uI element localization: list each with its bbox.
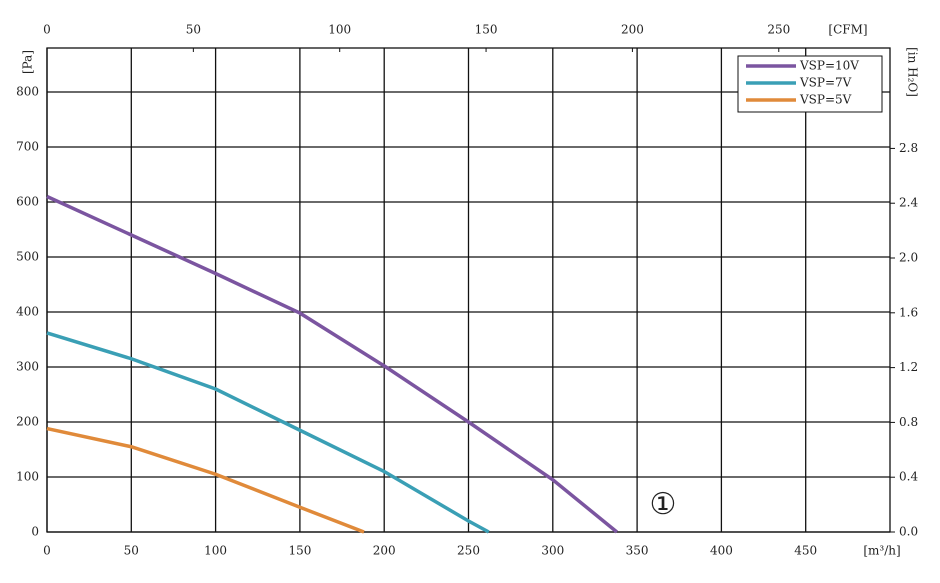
legend-label: VSP=7V — [799, 76, 852, 90]
x2-tick-label: 0 — [43, 23, 51, 37]
y2-tick-label: 0.8 — [899, 415, 918, 429]
y2-tick-label: 2.0 — [899, 251, 918, 265]
y-tick-label: 100 — [16, 470, 39, 484]
x-tick-label: 150 — [288, 544, 311, 558]
x-tick-label: 300 — [541, 544, 564, 558]
y-tick-label: 300 — [16, 360, 39, 374]
y-tick-label: 200 — [16, 415, 39, 429]
y2-tick-label: 1.2 — [899, 360, 918, 374]
y2-tick-label: 2.8 — [899, 141, 918, 155]
x2-tick-label: 50 — [186, 23, 201, 37]
x-tick-label: 250 — [457, 544, 480, 558]
x-tick-label: 450 — [794, 544, 817, 558]
y-tick-label: 0 — [31, 525, 39, 539]
y2-tick-label: 2.4 — [899, 196, 918, 210]
y-tick-label: 700 — [16, 140, 39, 154]
x2-tick-label: 100 — [328, 23, 351, 37]
x-tick-label: 100 — [204, 544, 227, 558]
x-tick-label: 400 — [710, 544, 733, 558]
y-tick-label: 500 — [16, 250, 39, 264]
x-axis-label: [m³/h] — [863, 544, 900, 558]
y-tick-label: 600 — [16, 195, 39, 209]
x-tick-label: 350 — [626, 544, 649, 558]
y2-tick-label: 0.4 — [899, 470, 918, 484]
y2-tick-label: 1.6 — [899, 305, 918, 319]
x2-tick-label: 250 — [767, 23, 790, 37]
y-axis-label: [Pa] — [21, 50, 35, 74]
series-line — [46, 194, 618, 534]
series-line — [46, 331, 490, 534]
legend-label: VSP=10V — [799, 59, 859, 73]
annotation: ① — [650, 487, 677, 522]
y2-tick-label: 0.0 — [899, 525, 918, 539]
x-tick-label: 0 — [43, 544, 51, 558]
x-tick-label: 200 — [373, 544, 396, 558]
x-tick-label: 50 — [124, 544, 139, 558]
series-line — [46, 426, 365, 534]
y-tick-label: 400 — [16, 305, 39, 319]
y-tick-label: 800 — [16, 85, 39, 99]
x2-tick-label: 150 — [475, 23, 498, 37]
x2-axis-label: [CFM] — [828, 23, 867, 37]
x2-tick-label: 200 — [621, 23, 644, 37]
legend-label: VSP=5V — [799, 93, 852, 107]
y2-axis-label: [in H₂O] — [906, 47, 920, 97]
